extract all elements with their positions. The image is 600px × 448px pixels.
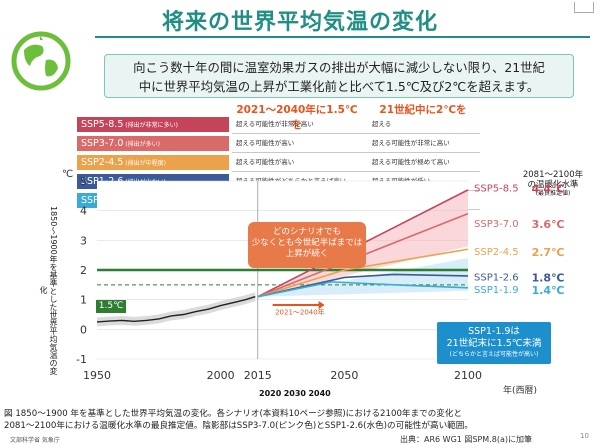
best-estimate-value: 1.8℃ [532, 271, 565, 284]
y-tick-label: 3 [80, 234, 87, 247]
ssp119-note-line2: 21世紀末に1.5℃未満 [446, 338, 542, 349]
best-estimate-value: 2.7℃ [532, 246, 565, 259]
warming-level-header-line1: 2081～2100年 [522, 170, 584, 180]
callout-line3: 上昇が続く [285, 249, 329, 259]
ssp119-note-box: SSP1-1.9は 21世紀末に1.5℃未満 (どちらかと言えば可能性が高い) [437, 322, 551, 364]
table-divider [232, 171, 480, 172]
caption-line2: 2081～2100年における温暖化水準の最良推定値。陰影部はSSP3-7.0(ピ… [4, 421, 473, 431]
continuing-rise-callout: どのシナリオでも 少なくとも今世紀半ばまでは 上昇が続く [248, 222, 366, 268]
y-tick-label: 2 [80, 264, 87, 277]
x-tick-label: 1950 [83, 369, 111, 382]
x-tick-label: 2100 [454, 369, 482, 382]
scenario-cell-21st-century: 超える可能性が極めて高い [372, 158, 450, 166]
series-label: SSP1-2.6 [474, 272, 519, 283]
warming-level-header: 2081～2100年 の温暖化水準 (最良推定値) [508, 170, 598, 198]
table-divider [232, 152, 480, 153]
x-tick-label: 2015 [244, 369, 272, 382]
source-credit: 出典：AR6 WG1 図SPM.8(a)に加筆 [400, 435, 532, 444]
page-title: 将来の世界平均気温の変化 [161, 10, 438, 35]
page-number: 10 [580, 432, 589, 440]
figure-caption: 図 1850～1900 年を基準とした世界平均気温の変化。各シナリオ(本資料10… [4, 408, 590, 432]
scenario-cell-2021-2040: 超える可能性が高い [236, 158, 295, 166]
x-tick-label: 2050 [330, 369, 358, 382]
scenario-name: SSP2-4.5 [81, 157, 124, 168]
summary-line-1: 向こう数十年の間に温室効果ガスの排出が大幅に減少しない限り、21世紀 [133, 60, 545, 75]
y-tick-label: 1 [80, 294, 87, 307]
x-axis-unit: 年(西暦) [503, 386, 538, 396]
best-estimate-value: 4.4℃ [532, 182, 565, 195]
y-tick-label: -1 [76, 353, 87, 366]
scenario-cell-21st-century: 超える可能性が非常に高い [372, 139, 450, 147]
summary-line-2: 中に世界平均気温の上昇が工業化前と比べて1.5℃及び2℃を超えます。 [138, 79, 540, 94]
globe-icon [11, 31, 71, 91]
table-header-21st-century: 21世紀中に2℃を [379, 104, 467, 116]
best-estimate-value: 1.4℃ [532, 284, 565, 297]
scenario-row-label: SSP3-7.0 (排出が多い) [77, 136, 229, 151]
scenario-note: (排出が多い) [123, 141, 160, 148]
historical-range [97, 292, 256, 327]
scenario-cell-2021-2040: 超える可能性が非常に高い [236, 120, 314, 128]
table-header-2021-2040: 2021～2040年に1.5℃を [236, 104, 358, 131]
best-estimate-value: 3.6℃ [532, 218, 565, 231]
caption-line1: 図 1850～1900 年を基準とした世界平均気温の変化。各シナリオ(本資料10… [4, 409, 463, 419]
x-tick-label-bold: 2030 [284, 389, 307, 398]
scenario-cell-2021-2040: 超える可能性が高い [236, 139, 295, 147]
series-label: SSP3-7.0 [474, 219, 519, 230]
series-line-ssp245 [257, 248, 469, 298]
historical-line [96, 296, 256, 323]
callout-line1: どのシナリオでも [272, 227, 341, 237]
agency-logos: 文部科学省 気象庁 [10, 437, 60, 444]
ssp126-likely-range [257, 258, 468, 297]
table-divider [232, 133, 480, 134]
scenario-name: SSP5-8.5 [81, 119, 124, 130]
y-axis-title: 1850～1900年を基準とした世界平均気温の変化 [39, 205, 58, 375]
period-label: 2021～2040年 [275, 308, 325, 317]
summary-box: 向こう数十年の間に温室効果ガスの排出が大幅に減少しない限り、21世紀 中に世界平… [104, 54, 574, 98]
title-underline [95, 36, 590, 38]
x-tick-label-bold: 2040 [308, 389, 331, 398]
threshold-1-5-label: 1.5℃ [96, 300, 126, 313]
x-tick-label-bold: 2020 [259, 389, 282, 398]
warming-level-header-line3: (最良推定値) [535, 190, 571, 197]
series-label: SSP1-1.9 [474, 285, 519, 296]
period-arrow-head [318, 301, 325, 310]
y-tick-label: 0 [80, 323, 87, 336]
x-tick-label: 2000 [207, 369, 235, 382]
scenario-note: (排出が中程度) [123, 160, 166, 167]
series-label: SSP5-8.5 [474, 183, 519, 194]
series-line-ssp126 [257, 273, 469, 298]
callout-line2: 少なくとも今世紀半ばまでは [251, 238, 363, 248]
scenario-note: (排出が非常に多い) [123, 122, 178, 129]
series-line-ssp119 [257, 281, 469, 298]
y-tick-label: 4 [80, 205, 87, 218]
scenario-row-label: SSP5-8.5 (排出が非常に多い) [77, 117, 229, 132]
scenario-cell-21st-century: 超える [372, 120, 392, 128]
scenario-row-label: SSP2-4.5 (排出が中程度) [77, 155, 229, 170]
series-label: SSP2-4.5 [474, 247, 519, 258]
y-unit-label: ℃ [62, 169, 73, 180]
ssp119-note-line3: (どちらかと言えば可能性が高い) [449, 351, 539, 358]
warming-level-header-line2: の温暖化水準 [527, 180, 579, 190]
ssp119-note-line1: SSP1-1.9は [468, 326, 520, 337]
page-tab-marker [574, 2, 594, 13]
scenario-name: SSP3-7.0 [81, 138, 124, 149]
y-tick-label: 5 [80, 175, 87, 188]
